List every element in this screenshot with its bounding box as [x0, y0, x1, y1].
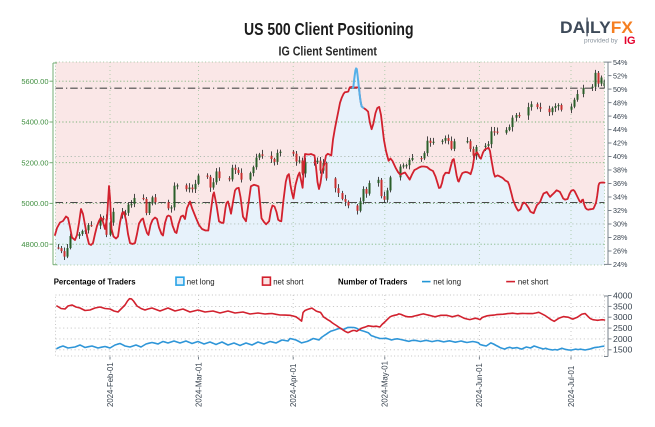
- svg-text:2500: 2500: [613, 323, 632, 333]
- svg-text:34%: 34%: [613, 193, 628, 202]
- svg-text:net short: net short: [273, 278, 304, 287]
- svg-text:46%: 46%: [613, 112, 628, 121]
- svg-text:provided by: provided by: [584, 38, 618, 45]
- svg-text:Percentage of Traders: Percentage of Traders: [54, 278, 137, 287]
- svg-text:2024-Mar-01: 2024-Mar-01: [194, 362, 203, 407]
- svg-text:net long: net long: [433, 278, 461, 287]
- svg-text:5000.00: 5000.00: [21, 199, 48, 208]
- svg-text:1500: 1500: [613, 345, 632, 355]
- svg-text:3000: 3000: [613, 312, 632, 322]
- svg-text:5600.00: 5600.00: [21, 77, 48, 86]
- svg-text:3500: 3500: [613, 301, 632, 311]
- svg-text:42%: 42%: [613, 139, 628, 148]
- svg-text:24%: 24%: [613, 260, 628, 269]
- svg-text:2024-May-01: 2024-May-01: [381, 361, 390, 407]
- svg-text:US 500 Client Positioning: US 500 Client Positioning: [244, 19, 414, 39]
- svg-text:26%: 26%: [613, 247, 628, 256]
- svg-text:38%: 38%: [613, 166, 628, 175]
- svg-text:44%: 44%: [613, 125, 628, 134]
- svg-text:IG Client Sentiment: IG Client Sentiment: [279, 45, 378, 59]
- svg-text:2024-Jun-01: 2024-Jun-01: [475, 363, 484, 407]
- svg-text:54%: 54%: [613, 58, 628, 67]
- svg-text:32%: 32%: [613, 206, 628, 215]
- svg-text:net short: net short: [518, 278, 549, 287]
- svg-text:2024-Jul-01: 2024-Jul-01: [567, 366, 576, 407]
- svg-text:50%: 50%: [613, 85, 628, 94]
- svg-text:28%: 28%: [613, 233, 628, 242]
- svg-text:52%: 52%: [613, 71, 628, 80]
- svg-text:Number of Traders: Number of Traders: [338, 278, 408, 287]
- svg-text:2000: 2000: [613, 334, 632, 344]
- svg-text:4800.00: 4800.00: [21, 240, 48, 249]
- svg-text:net long: net long: [187, 278, 215, 287]
- svg-text:48%: 48%: [613, 98, 628, 107]
- svg-text:2024-Feb-01: 2024-Feb-01: [106, 362, 115, 407]
- svg-text:2024-Apr-01: 2024-Apr-01: [289, 364, 298, 407]
- svg-text:4000: 4000: [613, 290, 632, 300]
- svg-text:40%: 40%: [613, 152, 628, 161]
- svg-text:IG: IG: [624, 35, 636, 47]
- svg-text:30%: 30%: [613, 220, 628, 229]
- svg-text:36%: 36%: [613, 179, 628, 188]
- svg-text:5400.00: 5400.00: [21, 118, 48, 127]
- svg-text:5200.00: 5200.00: [21, 158, 48, 167]
